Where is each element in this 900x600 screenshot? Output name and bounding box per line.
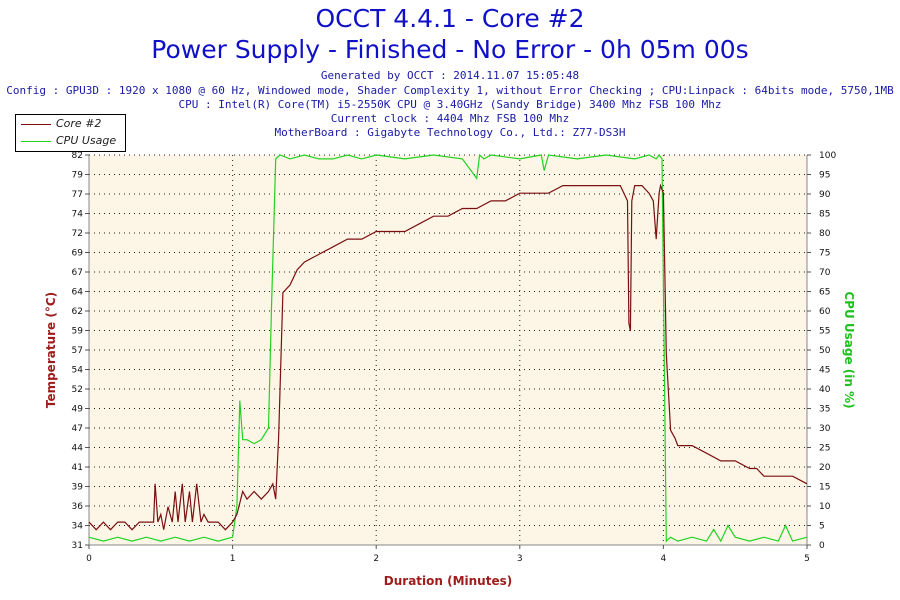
y-right-tick-label: 25: [819, 444, 830, 454]
plot-background: [89, 155, 807, 545]
y-left-tick-label: 39: [72, 483, 84, 493]
y-right-tick-label: 100: [819, 151, 836, 161]
y-right-tick-label: 40: [819, 385, 831, 395]
info-config: Config : GPU3D : 1920 x 1080 @ 60 Hz, Wi…: [6, 84, 894, 97]
y-right-tick-label: 15: [819, 483, 830, 493]
chart-legend: Core #2 CPU Usage: [15, 114, 126, 152]
y-right-tick-label: 90: [819, 190, 831, 200]
info-cpu: CPU : Intel(R) Core(TM) i5-2550K CPU @ 3…: [178, 98, 722, 111]
y-left-tick-label: 41: [72, 463, 83, 473]
y-left-tick-label: 77: [72, 190, 83, 200]
y-right-tick-label: 30: [819, 424, 831, 434]
y-left-tick-label: 74: [72, 210, 84, 220]
legend-label-cpu: CPU Usage: [56, 134, 117, 147]
legend-swatch-core: [21, 124, 51, 125]
y-left-tick-label: 62: [72, 307, 83, 317]
x-tick-label: 2: [373, 554, 379, 564]
y-right-tick-label: 85: [819, 210, 830, 220]
y-axis-label-left: Temperature (°C): [44, 292, 58, 408]
legend-item-core: Core #2: [16, 116, 125, 132]
x-tick-label: 5: [804, 554, 810, 564]
y-left-tick-label: 69: [72, 249, 84, 259]
x-axis-label: Duration (Minutes): [384, 574, 512, 588]
legend-label-core: Core #2: [56, 117, 102, 130]
y-right-tick-label: 50: [819, 346, 831, 356]
y-left-tick-label: 34: [72, 522, 84, 532]
y-left-tick-label: 64: [72, 288, 84, 298]
y-right-tick-label: 20: [819, 463, 831, 473]
x-tick-label: 4: [661, 554, 667, 564]
y-left-tick-label: 72: [72, 229, 83, 239]
x-tick-label: 3: [517, 554, 523, 564]
y-left-tick-label: 44: [72, 444, 84, 454]
legend-swatch-cpu: [21, 141, 51, 142]
y-right-tick-label: 10: [819, 502, 831, 512]
chart-subtitle: Power Supply - Finished - No Error - 0h …: [151, 35, 749, 64]
y-right-tick-label: 55: [819, 327, 830, 337]
y-left-tick-label: 79: [72, 171, 84, 181]
y-right-tick-label: 35: [819, 405, 830, 415]
y-right-tick-label: 80: [819, 229, 831, 239]
series-line-cpu-usage: [88, 153, 808, 543]
chart-title: OCCT 4.4.1 - Core #2: [315, 4, 585, 33]
y-right-tick-label: 0: [819, 541, 825, 551]
info-generated: Generated by OCCT : 2014.11.07 15:05:48: [320, 69, 580, 82]
y-left-tick-label: 49: [72, 405, 84, 415]
x-tick-label: 0: [86, 554, 92, 564]
y-right-tick-label: 65: [819, 288, 830, 298]
info-motherboard: MotherBoard : Gigabyte Technology Co., L…: [274, 126, 626, 139]
y-left-tick-label: 31: [72, 541, 83, 551]
x-tick-label: 1: [230, 554, 236, 564]
y-left-tick-label: 57: [72, 346, 83, 356]
y-right-tick-label: 60: [819, 307, 831, 317]
y-left-tick-label: 54: [72, 366, 84, 376]
info-clock: Current clock : 4404 Mhz FSB 100 Mhz: [330, 112, 570, 125]
y-left-tick-label: 82: [72, 151, 83, 161]
y-axis-label-right: CPU Usage (in %): [842, 291, 856, 408]
legend-item-cpu: CPU Usage: [16, 133, 125, 149]
y-left-tick-label: 67: [72, 268, 83, 278]
y-right-tick-label: 5: [819, 522, 825, 532]
series-line-core-2: [88, 183, 808, 531]
y-right-tick-label: 70: [819, 268, 831, 278]
y-right-tick-label: 75: [819, 249, 830, 259]
y-left-tick-label: 59: [72, 327, 84, 337]
y-right-tick-label: 95: [819, 171, 830, 181]
y-left-tick-label: 36: [72, 502, 84, 512]
y-right-tick-label: 45: [819, 366, 830, 376]
y-left-tick-label: 47: [72, 424, 83, 434]
y-left-tick-label: 52: [72, 385, 83, 395]
